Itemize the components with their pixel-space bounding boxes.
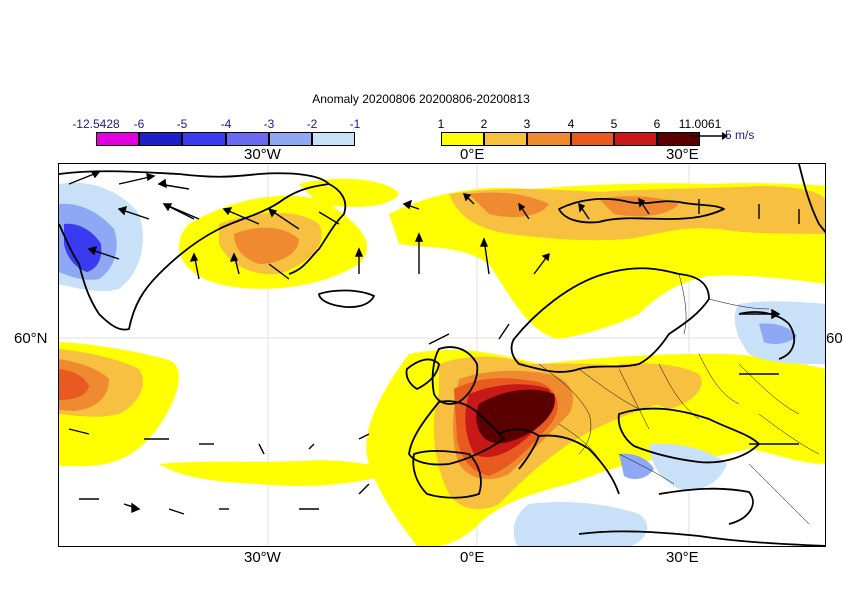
wind-arrow — [739, 308, 781, 320]
colorbar-label: -2 — [306, 117, 318, 131]
bottom-lon-label: 30°E — [666, 549, 699, 566]
colorbar-label: -3 — [263, 117, 275, 131]
top-lon-label: 30°W — [244, 146, 281, 163]
wind-arrow — [68, 171, 101, 185]
colorbar-label: 4 — [567, 117, 575, 131]
colorbar-label: 5 — [610, 117, 618, 131]
wind-arrow — [117, 205, 150, 220]
wind-arrow — [638, 197, 650, 215]
colorbar-label: 1 — [437, 117, 445, 131]
colorbar-swatch-neg-4 — [269, 132, 312, 146]
wind-arrow — [157, 178, 190, 190]
wind-arrow — [578, 202, 590, 220]
anomaly-map — [59, 164, 825, 546]
country-borders — [538, 273, 820, 525]
wind-arrow — [428, 333, 450, 345]
wind-arrow — [163, 203, 195, 220]
wind-arrow — [222, 207, 260, 225]
colorbar-label: -12.5428 — [72, 117, 120, 131]
colorbar-swatch-neg-2 — [182, 132, 226, 146]
bottom-lon-label: 30°W — [244, 549, 281, 566]
colorbar-label: 11.0061 — [678, 117, 722, 131]
wind-arrow — [479, 237, 490, 275]
map-title: Anomaly 20200806 20200806-20200813 — [312, 92, 530, 106]
wind-arrow — [168, 508, 185, 515]
colorbar-swatch-pos-1 — [484, 132, 527, 146]
wind-arrow — [358, 483, 370, 495]
colorbar-swatch-neg-1 — [139, 132, 182, 146]
wind-arrow — [498, 323, 510, 340]
wind-vectors — [68, 171, 800, 515]
wind-arrow — [533, 252, 550, 275]
colorbar-label: -4 — [220, 117, 232, 131]
wind-arrow — [308, 443, 315, 450]
coastlines — [59, 164, 825, 546]
wind-arrow — [267, 207, 300, 230]
colorbar-label: 6 — [653, 117, 661, 131]
wind-arrow — [402, 199, 420, 210]
colorbar-swatch-pos-2 — [527, 132, 571, 146]
wind-arrow — [258, 443, 265, 455]
wind-arrow — [414, 232, 424, 274]
colorbar-label: -6 — [133, 117, 145, 131]
map-panel — [58, 163, 826, 547]
colorbar-label: -1 — [349, 117, 361, 131]
wind-arrow — [518, 202, 530, 220]
colorbar-label: 2 — [480, 117, 488, 131]
reference-vector-label: 5 m/s — [725, 128, 755, 142]
wind-arrow — [268, 263, 290, 280]
colorbar-swatch-pos-3 — [571, 132, 614, 146]
bottom-lon-label: 0°E — [460, 549, 485, 566]
colorbar-swatch-neg-3 — [226, 132, 269, 146]
colorbar-swatch-pos-5 — [657, 132, 700, 146]
anomaly-fill-blue — [64, 223, 102, 272]
wind-arrow — [118, 173, 156, 185]
wind-arrow — [68, 428, 90, 435]
colorbar-label: -5 — [176, 117, 188, 131]
wind-arrow — [123, 502, 141, 514]
wind-arrow — [189, 252, 200, 280]
wind-arrow — [229, 252, 240, 275]
colorbar-swatch-pos-0 — [441, 132, 484, 146]
wind-arrow — [462, 193, 475, 205]
reference-vector-arrow-icon — [690, 132, 728, 140]
wind-arrow — [318, 211, 340, 225]
top-lon-label: 0°E — [460, 146, 485, 163]
colorbar-swatch-pos-4 — [614, 132, 657, 146]
colorbar-swatch-neg-5 — [312, 132, 355, 146]
wind-arrow — [354, 247, 364, 274]
wind-arrow — [87, 245, 120, 260]
colorbar-label: 3 — [523, 117, 531, 131]
top-lon-label: 30°E — [666, 146, 699, 163]
left-lat-label: 60°N — [14, 330, 48, 347]
right-lat-label: 60°N — [826, 330, 842, 347]
colorbar-swatch-neg-0 — [96, 132, 139, 146]
wind-arrow — [358, 433, 370, 440]
